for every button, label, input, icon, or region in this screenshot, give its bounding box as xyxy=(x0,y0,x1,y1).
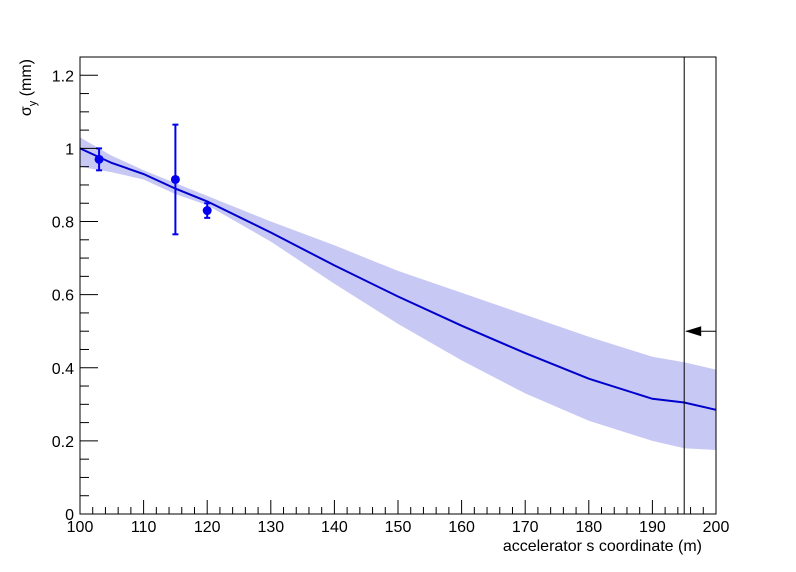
data-point xyxy=(170,123,180,236)
x-tick-label: 160 xyxy=(448,519,475,536)
x-tick-label: 170 xyxy=(512,519,539,536)
y-tick-label: 0 xyxy=(65,507,74,524)
x-axis: 100 110 120 130 140 150 160 170 180 190 200 xyxy=(67,500,730,536)
x-tick-label: 180 xyxy=(575,519,602,536)
fit-curve-layer xyxy=(79,147,717,411)
x-tick-label: 130 xyxy=(257,519,284,536)
y-tick-label: 0.8 xyxy=(52,215,74,232)
x-tick-label: 150 xyxy=(385,519,412,536)
y-tick-label: 0.4 xyxy=(52,361,74,378)
x-axis-title: accelerator s coordinate (m) xyxy=(503,538,702,555)
y-axis-title: σy (mm) xyxy=(18,59,39,116)
y-axis: 0 0.2 0.4 0.6 0.8 1 1.2 xyxy=(52,56,98,524)
y-axis-title-subscript: y xyxy=(27,100,39,106)
x-tick-label: 200 xyxy=(703,519,730,536)
x-tick-label: 140 xyxy=(321,519,348,536)
data-point-marker xyxy=(94,154,104,164)
uncertainty-band xyxy=(80,137,716,450)
y-tick-label: 0.6 xyxy=(52,288,74,305)
x-tick-label: 120 xyxy=(194,519,221,536)
y-axis-title-unit: (mm) xyxy=(18,59,35,101)
data-point xyxy=(202,202,212,219)
uncertainty-band-layer xyxy=(80,137,716,450)
data-points-layer xyxy=(94,123,212,236)
x-tick-label: 100 xyxy=(67,519,94,536)
x-tick-label: 190 xyxy=(639,519,666,536)
y-tick-label: 1 xyxy=(65,141,74,158)
data-point-marker xyxy=(170,174,180,184)
marker-arrow-head xyxy=(685,326,702,337)
marker-layer xyxy=(683,57,716,514)
x-tick-label: 110 xyxy=(131,519,157,536)
y-tick-label: 0.2 xyxy=(52,434,74,451)
y-axis-title-symbol: σ xyxy=(18,106,35,116)
data-point xyxy=(94,147,104,172)
y-tick-label: 1.2 xyxy=(52,68,74,85)
data-point-marker xyxy=(202,206,212,216)
fit-curve xyxy=(79,147,717,411)
